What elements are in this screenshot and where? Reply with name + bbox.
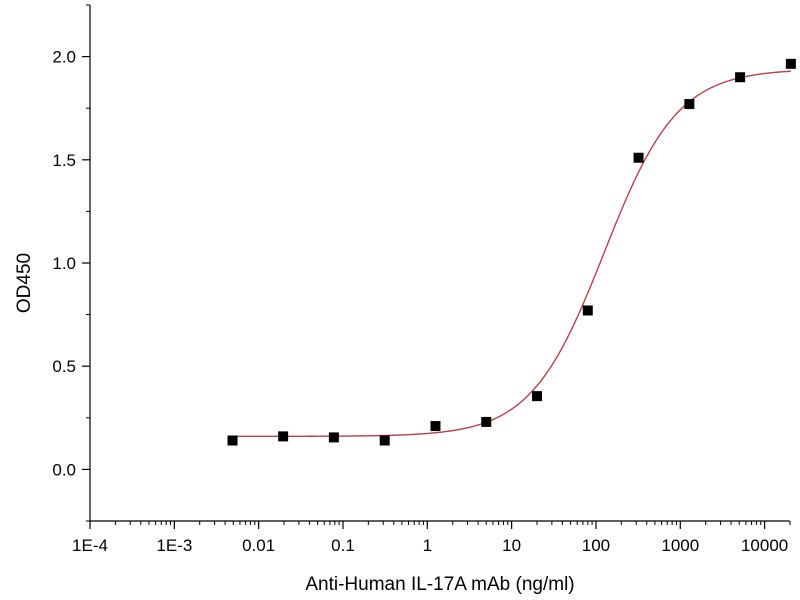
data-point	[379, 435, 390, 446]
data-point	[785, 58, 796, 69]
data-point	[328, 432, 339, 443]
y-tick-label: 0.0	[52, 460, 76, 479]
y-tick-label: 1.0	[52, 254, 76, 273]
data-point	[278, 431, 289, 442]
x-tick-label: 1E-3	[156, 536, 192, 555]
y-tick-label: 1.5	[52, 151, 76, 170]
axes	[89, 5, 790, 522]
y-tick-label: 0.5	[52, 357, 76, 376]
y-tick-label: 2.0	[52, 48, 76, 67]
x-tick-label: 1E-4	[72, 536, 108, 555]
y-axis-ticks: 0.0 0.5 1.0 1.5 2.0	[52, 4, 90, 522]
data-points	[227, 58, 796, 446]
x-tick-label: 10000	[741, 536, 788, 555]
data-point	[735, 72, 746, 83]
x-tick-label: 0.1	[331, 536, 355, 555]
x-axis-ticks: 1E-4 1E-3 0.01 0.1 1 10 100 1000 10000	[72, 521, 791, 555]
x-tick-label: 10	[502, 536, 521, 555]
x-tick-label: 1000	[661, 536, 699, 555]
data-point	[582, 305, 593, 316]
data-point	[633, 152, 644, 163]
data-point	[532, 391, 543, 402]
x-axis-title: Anti-Human IL-17A mAb (ng/ml)	[305, 574, 574, 595]
y-axis-title: OD450	[14, 253, 35, 313]
data-point	[430, 421, 441, 432]
x-tick-label: 100	[582, 536, 610, 555]
data-point	[684, 99, 695, 110]
fit-curve	[232, 70, 791, 438]
x-tick-label: 1	[423, 536, 432, 555]
data-point	[227, 435, 238, 446]
data-point	[481, 416, 492, 427]
x-tick-label: 0.01	[242, 536, 275, 555]
